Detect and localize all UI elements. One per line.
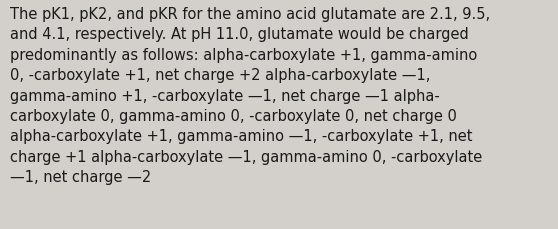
Text: The pK1, pK2, and pKR for the amino acid glutamate are 2.1, 9.5,
and 4.1, respec: The pK1, pK2, and pKR for the amino acid… (10, 7, 490, 184)
